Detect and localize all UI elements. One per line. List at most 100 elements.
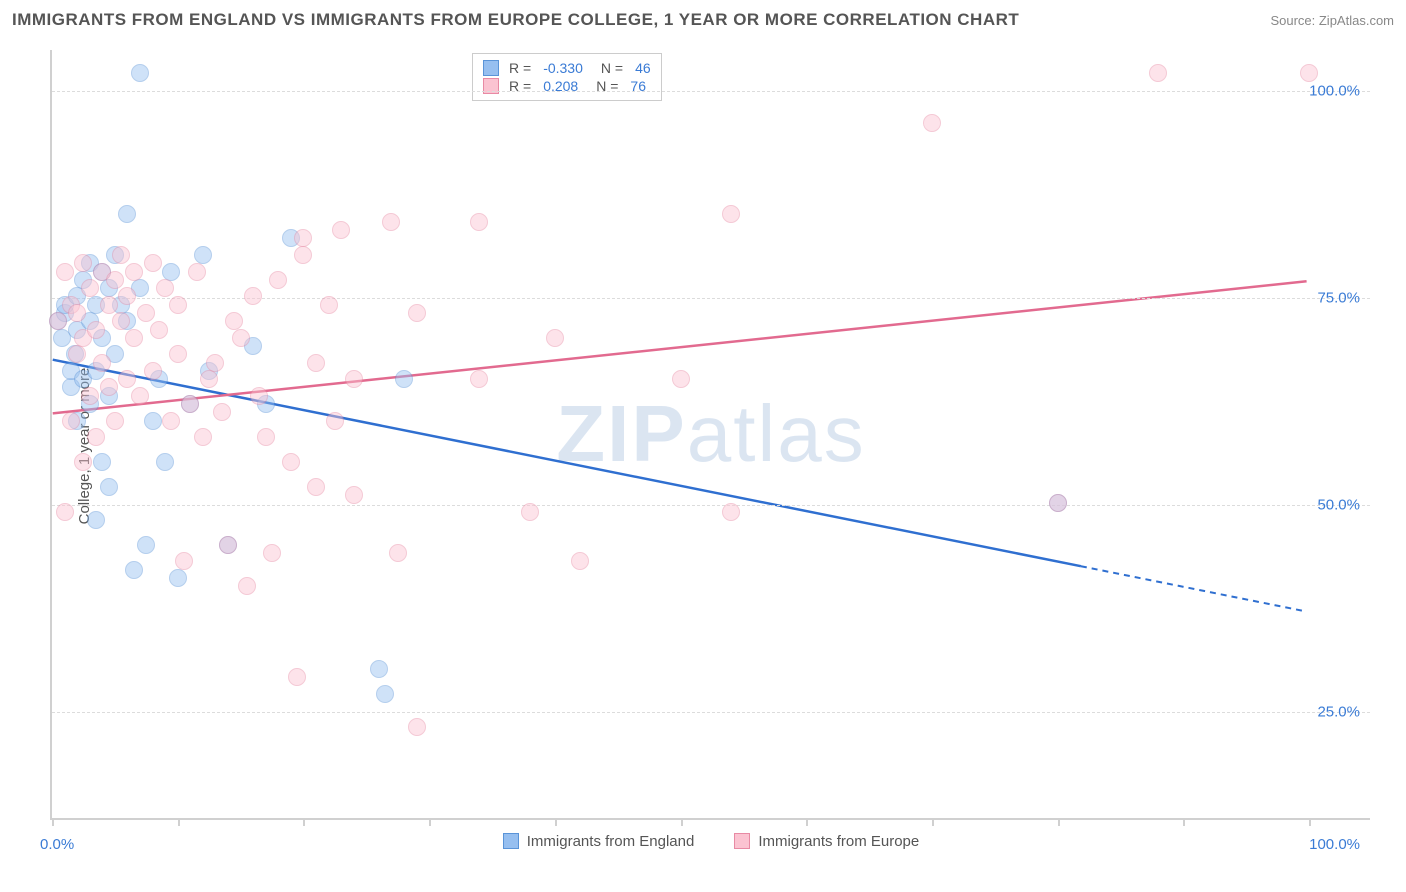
- scatter-point: [194, 428, 212, 446]
- legend-item: Immigrants from Europe: [734, 833, 919, 850]
- x-tick: [932, 818, 934, 826]
- y-tick-label: 100.0%: [1309, 83, 1360, 100]
- scatter-point: [294, 246, 312, 264]
- scatter-point: [206, 354, 224, 372]
- scatter-point: [93, 453, 111, 471]
- scatter-point: [194, 246, 212, 264]
- legend-swatch: [503, 833, 519, 849]
- scatter-point: [225, 312, 243, 330]
- scatter-point: [238, 577, 256, 595]
- scatter-point: [288, 668, 306, 686]
- x-tick: [1183, 818, 1185, 826]
- scatter-point: [332, 221, 350, 239]
- x-tick: [178, 818, 180, 826]
- legend-row: R =-0.330N =46: [483, 60, 651, 76]
- scatter-point: [370, 660, 388, 678]
- scatter-point: [408, 304, 426, 322]
- legend-r-label: R =: [509, 60, 531, 76]
- scatter-point: [56, 503, 74, 521]
- scatter-point: [1049, 494, 1067, 512]
- scatter-point: [93, 354, 111, 372]
- scatter-point: [156, 279, 174, 297]
- scatter-point: [408, 718, 426, 736]
- scatter-point: [169, 345, 187, 363]
- x-tick: [1309, 818, 1311, 826]
- x-tick: [806, 818, 808, 826]
- scatter-point: [395, 370, 413, 388]
- x-tick: [555, 818, 557, 826]
- scatter-point: [294, 229, 312, 247]
- scatter-point: [62, 412, 80, 430]
- scatter-point: [144, 362, 162, 380]
- scatter-point: [125, 329, 143, 347]
- scatter-point: [232, 329, 250, 347]
- scatter-point: [68, 304, 86, 322]
- gridline: [52, 712, 1370, 713]
- scatter-point: [1300, 64, 1318, 82]
- scatter-point: [923, 114, 941, 132]
- scatter-point: [175, 552, 193, 570]
- scatter-point: [345, 486, 363, 504]
- scatter-point: [162, 412, 180, 430]
- scatter-point: [150, 321, 168, 339]
- legend-swatch: [483, 60, 499, 76]
- scatter-point: [74, 254, 92, 272]
- scatter-point: [282, 453, 300, 471]
- y-tick-label: 75.0%: [1317, 290, 1360, 307]
- x-tick: [1058, 818, 1060, 826]
- chart-plot-area: ZIPatlas R =-0.330N =46R =0.208N =76 Imm…: [50, 50, 1370, 820]
- scatter-point: [144, 254, 162, 272]
- scatter-point: [546, 329, 564, 347]
- chart-title: IMMIGRANTS FROM ENGLAND VS IMMIGRANTS FR…: [12, 10, 1019, 30]
- scatter-point: [672, 370, 690, 388]
- scatter-point: [169, 296, 187, 314]
- scatter-point: [100, 378, 118, 396]
- scatter-point: [320, 296, 338, 314]
- scatter-point: [345, 370, 363, 388]
- scatter-point: [106, 271, 124, 289]
- gridline: [52, 91, 1370, 92]
- y-tick-label: 50.0%: [1317, 497, 1360, 514]
- x-tick: [52, 818, 54, 826]
- legend-r-value: -0.330: [543, 60, 583, 76]
- x-tick: [303, 818, 305, 826]
- scatter-point: [470, 213, 488, 231]
- legend-n-label: N =: [601, 60, 623, 76]
- x-tick: [429, 818, 431, 826]
- scatter-point: [376, 685, 394, 703]
- scatter-point: [87, 321, 105, 339]
- scatter-point: [49, 312, 67, 330]
- scatter-point: [137, 304, 155, 322]
- scatter-point: [722, 205, 740, 223]
- scatter-point: [137, 536, 155, 554]
- scatter-point: [269, 271, 287, 289]
- scatter-point: [112, 246, 130, 264]
- scatter-point: [131, 387, 149, 405]
- scatter-point: [389, 544, 407, 562]
- scatter-point: [81, 387, 99, 405]
- scatter-point: [188, 263, 206, 281]
- scatter-point: [162, 263, 180, 281]
- scatter-point: [87, 428, 105, 446]
- scatter-point: [722, 503, 740, 521]
- trend-lines: [52, 50, 1370, 818]
- scatter-point: [131, 64, 149, 82]
- scatter-point: [200, 370, 218, 388]
- scatter-point: [307, 354, 325, 372]
- x-tick: [681, 818, 683, 826]
- scatter-point: [250, 387, 268, 405]
- legend-label: Immigrants from England: [527, 833, 695, 850]
- scatter-point: [156, 453, 174, 471]
- scatter-point: [68, 345, 86, 363]
- gridline: [52, 505, 1370, 506]
- scatter-point: [169, 569, 187, 587]
- scatter-point: [263, 544, 281, 562]
- scatter-point: [244, 287, 262, 305]
- scatter-point: [106, 412, 124, 430]
- scatter-point: [100, 296, 118, 314]
- scatter-point: [326, 412, 344, 430]
- scatter-point: [144, 412, 162, 430]
- scatter-point: [1149, 64, 1167, 82]
- scatter-point: [181, 395, 199, 413]
- scatter-point: [571, 552, 589, 570]
